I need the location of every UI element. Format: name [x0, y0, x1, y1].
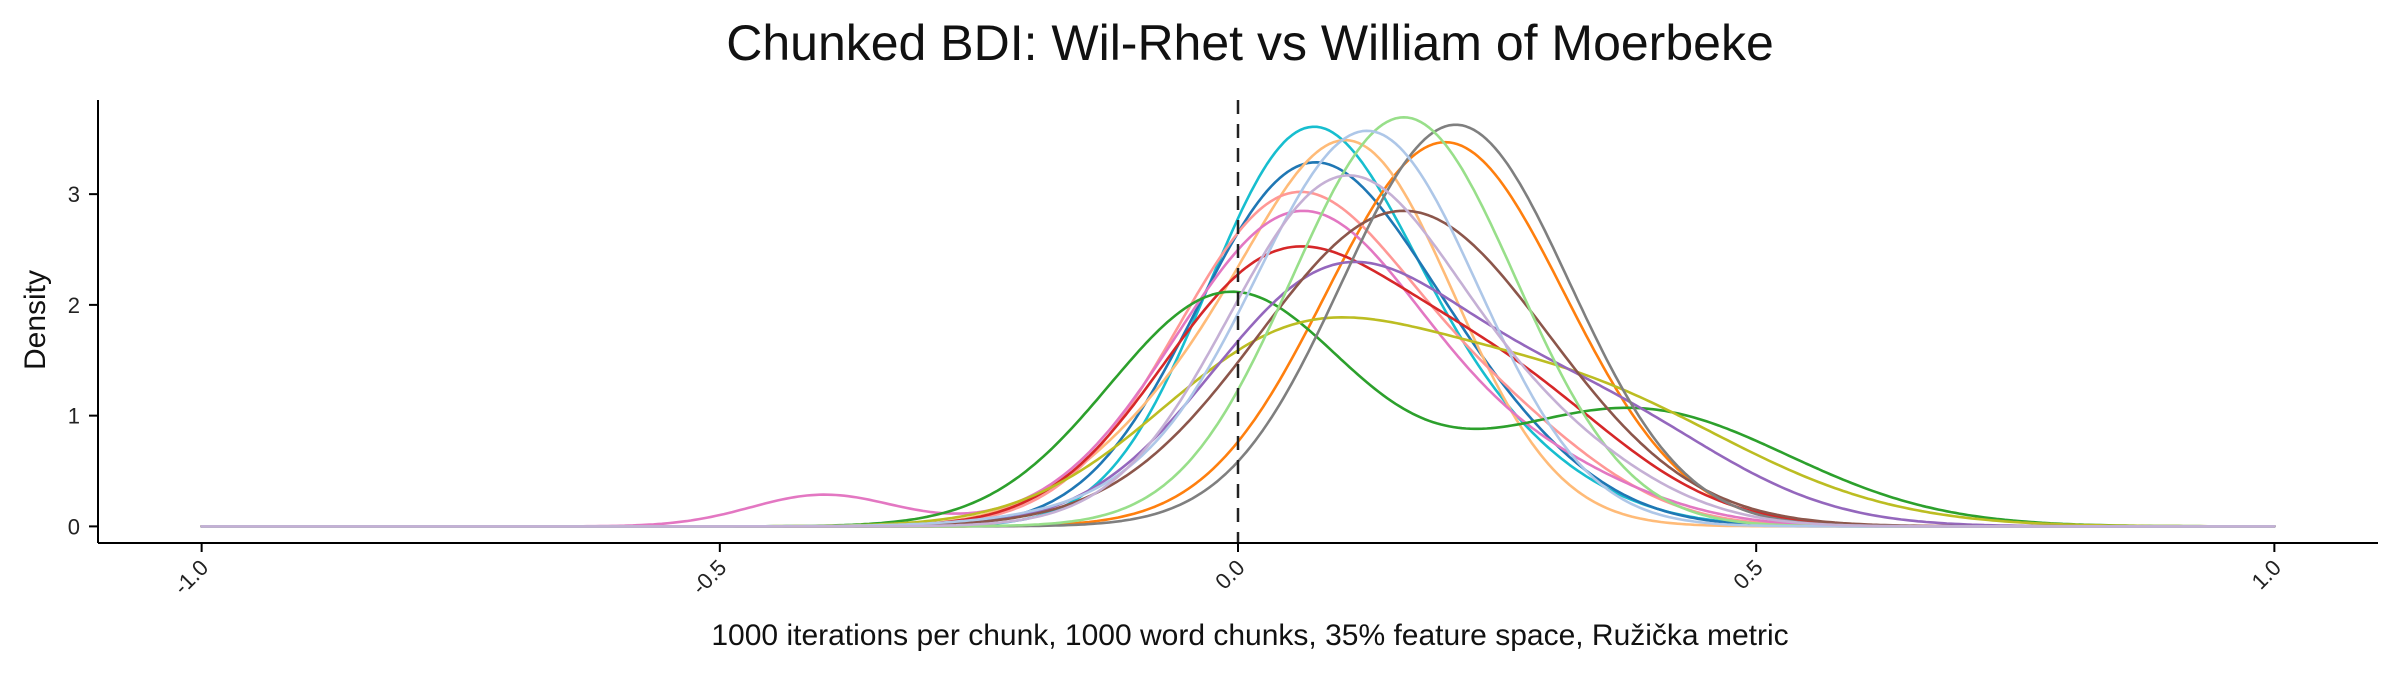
- chart-title: Chunked BDI: Wil-Rhet vs William of Moer…: [726, 15, 1774, 71]
- x-ticks: -1.0 -0.5 0.0 0.5 1.0: [169, 543, 2286, 599]
- y-axis-label: Density: [19, 270, 52, 370]
- y-ticks: 0 1 2 3: [68, 182, 98, 539]
- x-tick-label: 1.0: [2247, 555, 2286, 594]
- x-axis-label: 1000 iterations per chunk, 1000 word chu…: [711, 619, 1788, 652]
- x-tick-label: -0.5: [687, 555, 731, 599]
- x-tick-label: 0.0: [1210, 555, 1249, 594]
- density-line-5: [200, 190, 2276, 528]
- y-tick-label: 3: [68, 182, 80, 207]
- y-tick-label: 0: [68, 514, 80, 539]
- y-tick-label: 1: [68, 404, 80, 429]
- y-tick-label: 2: [68, 293, 80, 318]
- x-tick-label: -1.0: [169, 555, 213, 599]
- x-tick-label: 0.5: [1728, 555, 1767, 594]
